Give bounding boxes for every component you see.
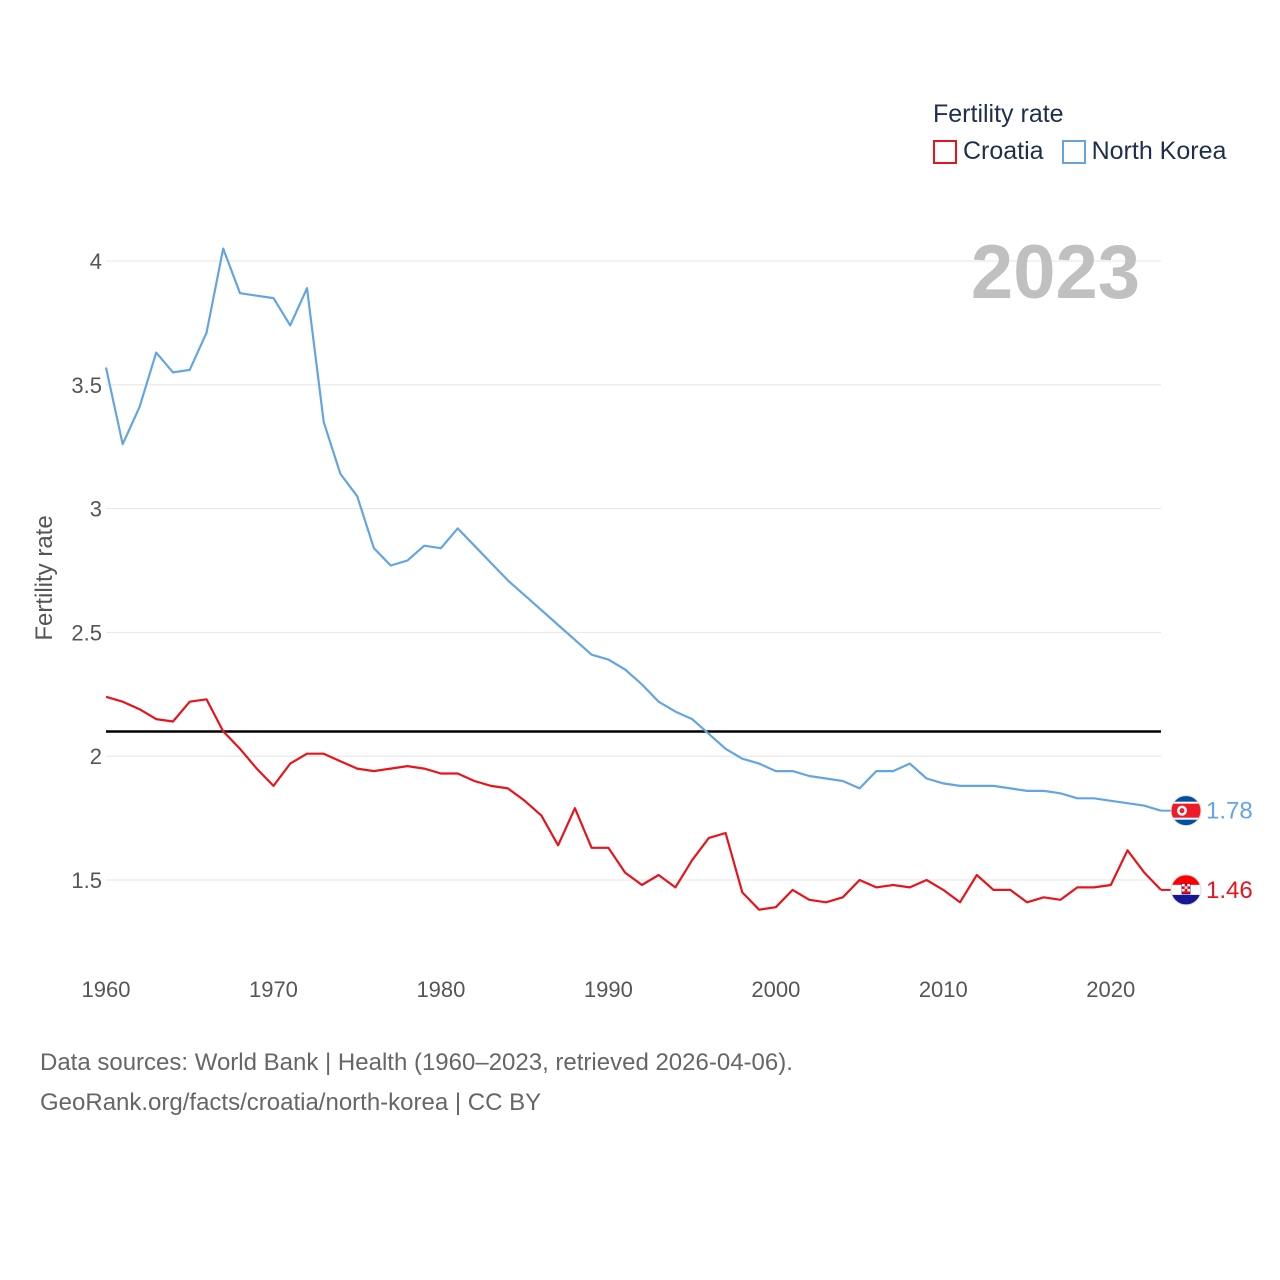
y-axis-label: Fertility rate — [31, 515, 58, 640]
legend-swatch-north-korea — [1061, 139, 1086, 164]
legend-item-croatia[interactable]: Croatia — [933, 137, 1044, 166]
end-value-label-croatia: 1.46 — [1206, 877, 1253, 904]
legend: Fertility rate Croatia North Korea — [933, 100, 1244, 166]
series-line-croatia — [105, 695, 1162, 911]
flag-icon-croatia — [1170, 874, 1202, 906]
legend-label-croatia: Croatia — [963, 137, 1044, 165]
x-tick-label: 2000 — [751, 977, 800, 1002]
y-tick-label: 3.5 — [71, 373, 102, 398]
legend-swatch-croatia — [933, 139, 957, 164]
legend-item-north-korea[interactable]: North Korea — [1061, 137, 1227, 166]
x-tick-label: 2010 — [919, 977, 968, 1002]
footer: Data sources: World Bank | Health (1960–… — [40, 1043, 793, 1123]
y-tick-label: 4 — [90, 249, 102, 274]
x-tick-label: 1980 — [416, 977, 465, 1002]
year-label: 2023 — [971, 230, 1140, 315]
y-tick-label: 2.5 — [71, 620, 102, 645]
end-value-label-north-korea: 1.78 — [1206, 798, 1253, 825]
y-tick-label: 2 — [90, 744, 102, 769]
x-tick-label: 1990 — [584, 977, 633, 1002]
y-tick-label: 3 — [90, 497, 102, 522]
series-line-north-korea — [104, 247, 1162, 812]
x-tick-label: 2020 — [1086, 977, 1135, 1002]
x-tick-label: 1960 — [82, 977, 131, 1002]
flag-icon-north-korea — [1170, 795, 1202, 827]
footer-sources: Data sources: World Bank | Health (1960–… — [40, 1049, 793, 1076]
legend-title: Fertility rate — [933, 100, 1064, 128]
y-tick-label: 1.5 — [71, 868, 102, 893]
legend-label-north-korea: North Korea — [1091, 137, 1227, 165]
x-tick-label: 1970 — [249, 977, 298, 1002]
footer-link: GeoRank.org/facts/croatia/north-korea | … — [40, 1089, 542, 1116]
